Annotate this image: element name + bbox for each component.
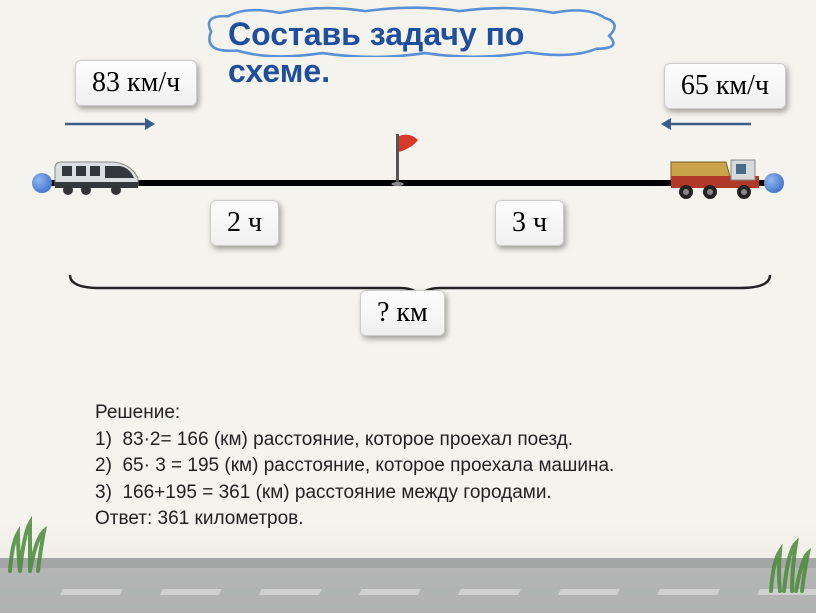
solution-header: Решение:: [95, 400, 614, 427]
line-end-dot: [764, 173, 784, 193]
line-start-dot: [32, 173, 52, 193]
distance-label: ? км: [360, 290, 445, 336]
truck-icon: [666, 152, 761, 200]
solution-step-3: 3) 166+195 = 361 (км) расстояние между г…: [95, 480, 614, 507]
solution-block: Решение: 1) 83·2= 166 (км) расстояние, к…: [95, 400, 614, 533]
arrow-right-icon: [65, 116, 155, 132]
grass-right-icon: [756, 533, 816, 593]
road-dashes: [0, 589, 816, 595]
solution-step-1: 1) 83·2= 166 (км) расстояние, которое пр…: [95, 427, 614, 454]
arrow-left-icon: [661, 116, 751, 132]
flag-icon: [388, 130, 428, 186]
grass-left-icon: [0, 513, 60, 573]
time-left-label: 2 ч: [210, 200, 279, 246]
speed-right-label: 65 км/ч: [664, 63, 786, 109]
speed-left-label: 83 км/ч: [75, 60, 197, 106]
train-icon: [50, 156, 140, 196]
solution-step-2: 2) 65· 3 = 195 (км) расстояние, которое …: [95, 453, 614, 480]
time-right-label: 3 ч: [495, 200, 564, 246]
road-decoration: [0, 558, 816, 613]
solution-answer: Ответ: 361 километров.: [95, 506, 614, 533]
